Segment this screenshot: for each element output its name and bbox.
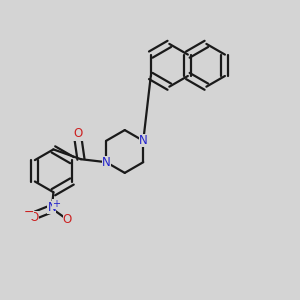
Text: O: O xyxy=(73,128,83,140)
Text: N: N xyxy=(139,134,148,147)
Text: O: O xyxy=(29,211,39,224)
Text: O: O xyxy=(63,213,72,226)
Text: +: + xyxy=(52,200,60,209)
Text: −: − xyxy=(24,206,34,219)
Text: N: N xyxy=(47,201,56,214)
Text: N: N xyxy=(102,156,111,169)
